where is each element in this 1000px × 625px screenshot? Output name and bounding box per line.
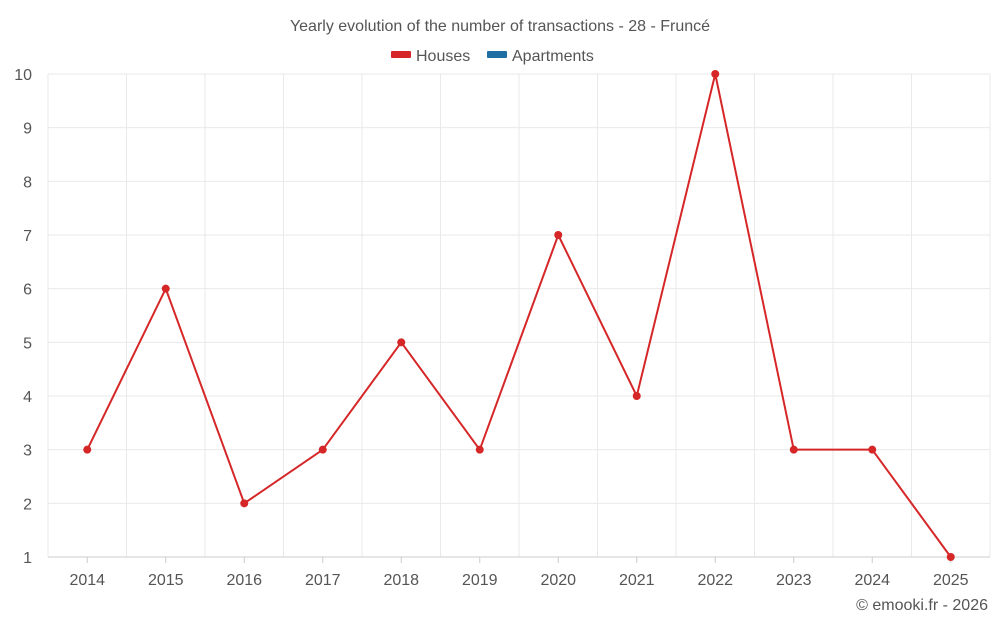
data-point-houses-2023[interactable]	[789, 445, 798, 454]
y-tick-label-7: 7	[23, 228, 32, 245]
chart-title: Yearly evolution of the number of transa…	[290, 18, 710, 35]
x-tick-label-2020: 2020	[540, 572, 576, 589]
y-tick-label-4: 4	[23, 389, 32, 406]
legend-swatch-houses	[391, 51, 411, 58]
x-tick-label-2022: 2022	[697, 572, 733, 589]
data-point-houses-2015[interactable]	[161, 284, 170, 293]
data-point-houses-2014[interactable]	[83, 445, 92, 454]
data-point-houses-2020[interactable]	[554, 231, 563, 239]
data-point-houses-2017[interactable]	[318, 445, 327, 454]
data-point-houses-2021[interactable]	[632, 392, 641, 400]
y-tick-label-3: 3	[23, 443, 32, 460]
legend-item-apartments[interactable]: Apartments	[487, 48, 594, 65]
legend-label-houses: Houses	[416, 48, 470, 65]
y-tick-label-2: 2	[23, 496, 32, 513]
y-tick-label-10: 10	[14, 67, 32, 84]
y-tick-label-8: 8	[23, 174, 32, 191]
x-tick-label-2016: 2016	[226, 572, 262, 589]
y-tick-label-6: 6	[23, 282, 32, 299]
x-tick-label-2014: 2014	[69, 572, 105, 589]
x-tick-label-2018: 2018	[383, 572, 419, 589]
x-tick-label-2021: 2021	[619, 572, 655, 589]
x-tick-label-2023: 2023	[776, 572, 812, 589]
x-axis-ticks: 2014 2015 2016 2017 2018 2019 2020 2021 2022 2023…	[69, 557, 969, 589]
credit: © emooki.fr - 2026	[856, 597, 988, 614]
y-tick-label-9: 9	[23, 121, 32, 138]
x-tick-label-2015: 2015	[148, 572, 184, 589]
data-point-houses-2022[interactable]	[711, 70, 720, 78]
series-line-houses	[86, 73, 952, 558]
series-houses	[83, 70, 955, 561]
grid	[47, 73, 991, 558]
y-axis-ticks: 1 2 3 4 5 6 7 8 9 10	[14, 67, 32, 567]
data-point-houses-2018[interactable]	[397, 338, 406, 347]
y-tick-label-1: 1	[23, 550, 32, 567]
x-tick-label-2017: 2017	[305, 572, 341, 589]
data-point-houses-2025[interactable]	[946, 553, 955, 561]
legend-item-houses[interactable]: Houses	[391, 48, 470, 65]
data-point-houses-2024[interactable]	[868, 445, 877, 454]
y-tick-label-5: 5	[23, 335, 32, 352]
data-point-houses-2019[interactable]	[475, 445, 484, 454]
x-tick-label-2019: 2019	[462, 572, 498, 589]
legend-label-apartments: Apartments	[512, 48, 594, 65]
legend: Houses Apartments	[391, 48, 594, 65]
legend-swatch-apartments	[487, 51, 507, 58]
x-tick-label-2025: 2025	[933, 572, 969, 589]
x-tick-label-2024: 2024	[854, 572, 890, 589]
data-point-houses-2016[interactable]	[240, 499, 249, 508]
